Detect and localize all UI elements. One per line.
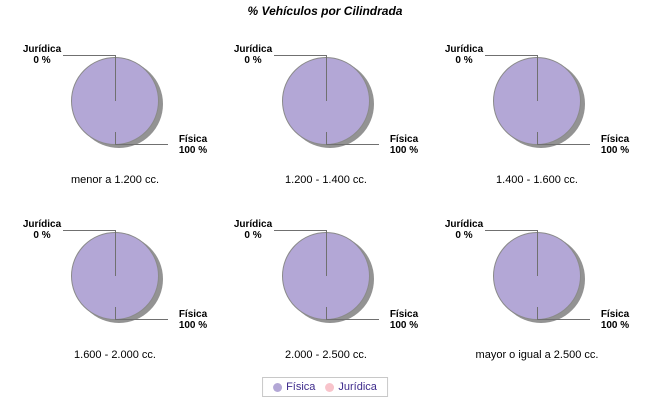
fisica-callout-hline xyxy=(326,319,379,320)
legend: Física Jurídica xyxy=(262,377,388,397)
juridica-callout-vline xyxy=(326,55,327,101)
pie-panel: Jurídica 0 % Física 100 % menor a 1.200 … xyxy=(10,30,220,198)
fisica-marker-icon xyxy=(273,382,283,392)
slice-label-fisica: Física 100 % xyxy=(600,309,630,331)
juridica-callout-hline xyxy=(485,55,537,56)
slice-label-fisica: Física 100 % xyxy=(178,134,208,156)
fisica-callout-vline xyxy=(537,307,538,320)
legend-item-juridica: Jurídica xyxy=(325,381,377,393)
slice-label-fisica: Física 100 % xyxy=(178,309,208,331)
pie-caption: mayor o igual a 2.500 cc. xyxy=(475,349,599,361)
juridica-callout-hline xyxy=(485,230,537,231)
pie-caption: 1.400 - 1.600 cc. xyxy=(496,174,578,186)
slice-label-juridica: Jurídica 0 % xyxy=(22,44,62,66)
slice-label-fisica: Física 100 % xyxy=(389,309,419,331)
slice-label-fisica: Física 100 % xyxy=(600,134,630,156)
juridica-callout-vline xyxy=(115,55,116,101)
pie-caption: menor a 1.200 cc. xyxy=(70,174,160,186)
juridica-callout-vline xyxy=(326,230,327,276)
legend-item-fisica: Física xyxy=(273,381,315,393)
fisica-callout-vline xyxy=(537,132,538,145)
juridica-callout-vline xyxy=(537,230,538,276)
slice-label-juridica: Jurídica 0 % xyxy=(444,44,484,66)
juridica-callout-hline xyxy=(274,55,326,56)
fisica-callout-hline xyxy=(537,319,590,320)
juridica-marker-icon xyxy=(325,382,335,392)
pie-panel: Jurídica 0 % Física 100 % 1.200 - 1.400 … xyxy=(221,30,431,198)
chart-title: % Vehículos por Cilindrada xyxy=(247,4,403,18)
juridica-callout-vline xyxy=(537,55,538,101)
fisica-callout-hline xyxy=(326,144,379,145)
slice-label-fisica: Física 100 % xyxy=(389,134,419,156)
pie-panel: Jurídica 0 % Física 100 % 2.000 - 2.500 … xyxy=(221,205,431,373)
legend-label: Jurídica xyxy=(338,381,377,393)
slice-label-juridica: Jurídica 0 % xyxy=(233,219,273,241)
slice-label-juridica: Jurídica 0 % xyxy=(444,219,484,241)
fisica-callout-vline xyxy=(326,307,327,320)
fisica-callout-hline xyxy=(115,144,168,145)
fisica-callout-vline xyxy=(115,307,116,320)
juridica-callout-hline xyxy=(63,55,115,56)
pie-caption: 1.600 - 2.000 cc. xyxy=(74,349,156,361)
fisica-callout-vline xyxy=(326,132,327,145)
pie-panel: Jurídica 0 % Física 100 % 1.600 - 2.000 … xyxy=(10,205,220,373)
pie-panel: Jurídica 0 % Física 100 % mayor o igual … xyxy=(432,205,642,373)
juridica-callout-hline xyxy=(274,230,326,231)
pie-caption: 2.000 - 2.500 cc. xyxy=(285,349,367,361)
pie-panel: Jurídica 0 % Física 100 % 1.400 - 1.600 … xyxy=(432,30,642,198)
fisica-callout-vline xyxy=(115,132,116,145)
juridica-callout-hline xyxy=(63,230,115,231)
juridica-callout-vline xyxy=(115,230,116,276)
fisica-callout-hline xyxy=(115,319,168,320)
legend-label: Física xyxy=(286,381,316,393)
pie-caption: 1.200 - 1.400 cc. xyxy=(285,174,367,186)
slice-label-juridica: Jurídica 0 % xyxy=(233,44,273,66)
fisica-callout-hline xyxy=(537,144,590,145)
slice-label-juridica: Jurídica 0 % xyxy=(22,219,62,241)
